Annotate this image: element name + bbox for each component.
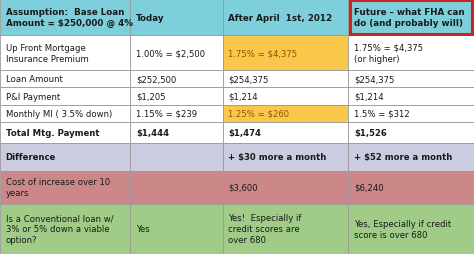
- Bar: [130, 144, 223, 171]
- Bar: [0, 171, 130, 204]
- Bar: [130, 171, 223, 204]
- Bar: [348, 144, 474, 171]
- Bar: [350, 1, 472, 35]
- Text: Total Mtg. Payment: Total Mtg. Payment: [6, 129, 99, 137]
- Text: Yes, Especially if credit
score is over 680: Yes, Especially if credit score is over …: [354, 219, 451, 239]
- Text: + $52 more a month: + $52 more a month: [354, 153, 453, 162]
- Bar: [223, 105, 348, 123]
- Text: After April  1st, 2012: After April 1st, 2012: [228, 14, 333, 23]
- Bar: [348, 36, 474, 71]
- Text: $1,474: $1,474: [228, 129, 262, 137]
- Bar: [223, 0, 348, 36]
- Text: Up Front Mortgage
Insurance Premium: Up Front Mortgage Insurance Premium: [6, 43, 89, 64]
- Bar: [223, 71, 348, 88]
- Bar: [130, 88, 223, 105]
- Text: 1.75% = $4,375: 1.75% = $4,375: [228, 49, 298, 58]
- Bar: [0, 71, 130, 88]
- Text: $1,214: $1,214: [228, 92, 258, 101]
- Bar: [348, 0, 474, 36]
- Text: 1.5% = $312: 1.5% = $312: [354, 109, 410, 119]
- Bar: [130, 204, 223, 254]
- Bar: [223, 123, 348, 144]
- Text: 1.00% = $2,500: 1.00% = $2,500: [136, 49, 205, 58]
- Text: Yes!  Especially if
credit scores are
over 680: Yes! Especially if credit scores are ove…: [228, 213, 302, 245]
- Text: $1,444: $1,444: [136, 129, 169, 137]
- Bar: [348, 171, 474, 204]
- Bar: [0, 123, 130, 144]
- Bar: [130, 123, 223, 144]
- Bar: [0, 36, 130, 71]
- Text: $1,205: $1,205: [136, 92, 166, 101]
- Bar: [223, 171, 348, 204]
- Text: 1.15% = $239: 1.15% = $239: [136, 109, 197, 119]
- Text: $1,214: $1,214: [354, 92, 384, 101]
- Text: + $30 more a month: + $30 more a month: [228, 153, 327, 162]
- Text: $3,600: $3,600: [228, 183, 258, 192]
- Bar: [130, 36, 223, 71]
- Bar: [0, 105, 130, 123]
- Text: Difference: Difference: [6, 153, 56, 162]
- Bar: [223, 144, 348, 171]
- Text: Today: Today: [136, 14, 164, 23]
- Bar: [0, 204, 130, 254]
- Bar: [348, 204, 474, 254]
- Bar: [348, 123, 474, 144]
- Text: $254,375: $254,375: [354, 75, 394, 84]
- Bar: [223, 36, 348, 71]
- Bar: [0, 88, 130, 105]
- Bar: [130, 0, 223, 36]
- Text: 1.25% = $260: 1.25% = $260: [228, 109, 290, 119]
- Text: Future – what FHA can
do (and probably will): Future – what FHA can do (and probably w…: [354, 8, 465, 28]
- Bar: [348, 71, 474, 88]
- Text: $1,526: $1,526: [354, 129, 387, 137]
- Bar: [223, 88, 348, 105]
- Bar: [130, 71, 223, 88]
- Text: Monthly MI ( 3.5% down): Monthly MI ( 3.5% down): [6, 109, 112, 119]
- Bar: [348, 88, 474, 105]
- Text: P&I Payment: P&I Payment: [6, 92, 60, 101]
- Text: Yes: Yes: [136, 225, 150, 233]
- Text: $254,375: $254,375: [228, 75, 269, 84]
- Bar: [0, 0, 130, 36]
- Text: Assumption:  Base Loan
Amount = $250,000 @ 4%: Assumption: Base Loan Amount = $250,000 …: [6, 8, 133, 28]
- Bar: [0, 144, 130, 171]
- Text: $252,500: $252,500: [136, 75, 176, 84]
- Bar: [223, 204, 348, 254]
- Text: Is a Conventional loan w/
3% or 5% down a viable
option?: Is a Conventional loan w/ 3% or 5% down …: [6, 213, 113, 245]
- Text: Loan Amount: Loan Amount: [6, 75, 63, 84]
- Text: $6,240: $6,240: [354, 183, 384, 192]
- Text: 1.75% = $4,375
(or higher): 1.75% = $4,375 (or higher): [354, 43, 423, 64]
- Bar: [348, 105, 474, 123]
- Text: Cost of increase over 10
years: Cost of increase over 10 years: [6, 178, 110, 198]
- Bar: [130, 105, 223, 123]
